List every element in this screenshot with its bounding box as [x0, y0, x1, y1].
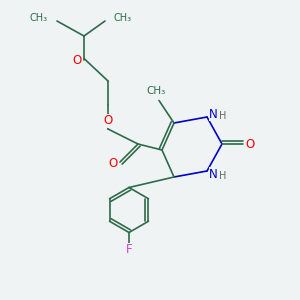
Text: O: O	[103, 114, 112, 127]
Text: N: N	[209, 167, 218, 181]
Text: CH₃: CH₃	[114, 13, 132, 23]
Text: H: H	[219, 171, 226, 182]
Text: CH₃: CH₃	[146, 86, 166, 97]
Text: CH₃: CH₃	[30, 13, 48, 23]
Text: O: O	[109, 157, 118, 170]
Text: O: O	[73, 53, 82, 67]
Text: N: N	[209, 107, 218, 121]
Text: O: O	[245, 137, 254, 151]
Text: H: H	[219, 111, 226, 122]
Text: F: F	[126, 243, 132, 256]
